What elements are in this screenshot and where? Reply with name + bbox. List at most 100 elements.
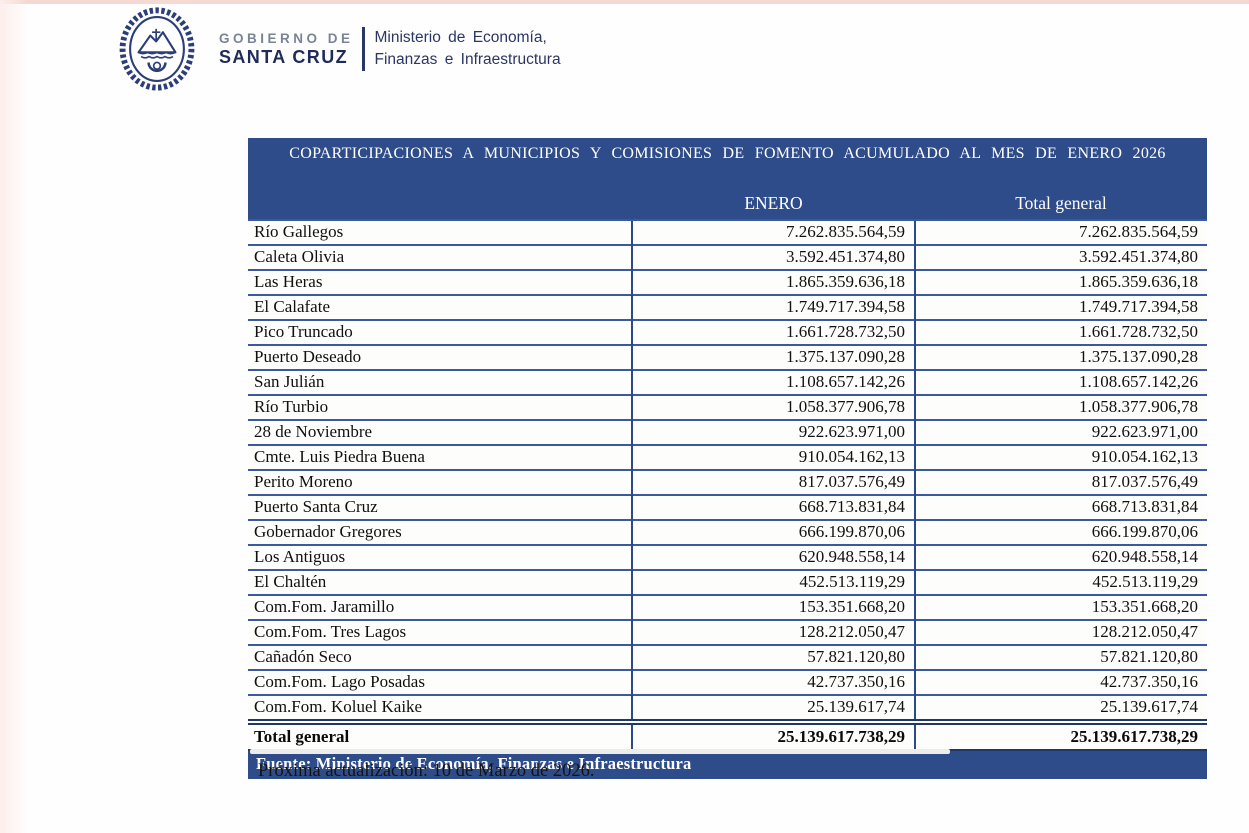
ministry-line-1: Ministerio de Economía, xyxy=(374,29,547,46)
table-row: San Julián 1.108.657.142,26 1.108.657.142,… xyxy=(248,369,1207,395)
table-row: Caleta Olivia 3.592.451.374,80 3.592.451.3… xyxy=(248,244,1207,270)
row-enero-value: 25.139.617,74 xyxy=(631,694,915,722)
table-title-row: COPARTICIPACIONES A MUNICIPIOS Y COMISIO… xyxy=(248,138,1207,176)
row-municipality-name: Cmte. Luis Piedra Buena xyxy=(248,444,632,470)
row-total-general-value: 1.108.657.142,26 xyxy=(914,369,1207,395)
table-row: Río Turbio 1.058.377.906,78 1.058.377.906,… xyxy=(248,394,1207,420)
row-total-general-value: 1.661.728.732,50 xyxy=(914,319,1207,345)
row-municipality-name: El Calafate xyxy=(248,294,632,320)
row-municipality-name: Puerto Santa Cruz xyxy=(248,494,632,520)
table-row: Com.Fom. Jaramillo 153.351.668,20 153.351.… xyxy=(248,594,1207,620)
row-enero-value: 620.948.558,14 xyxy=(631,544,915,570)
coparticipaciones-table: COPARTICIPACIONES A MUNICIPIOS Y COMISIO… xyxy=(248,138,1207,779)
row-enero-value: 1.749.717.394,58 xyxy=(631,294,915,320)
row-municipality-name: San Julián xyxy=(248,369,632,395)
row-total-general-value: 57.821.120,80 xyxy=(914,644,1207,670)
row-total-general-value: 1.865.359.636,18 xyxy=(914,269,1207,295)
row-enero-value: 128.212.050,47 xyxy=(631,619,915,645)
row-municipality-name: Gobernador Gregores xyxy=(248,519,632,545)
row-enero-value: 153.351.668,20 xyxy=(631,594,915,620)
row-enero-value: 1.058.377.906,78 xyxy=(631,394,915,420)
row-total-general-value: 1.375.137.090,28 xyxy=(914,344,1207,370)
table-row: Perito Moreno 817.037.576,49 817.037.576,4… xyxy=(248,469,1207,495)
table-row: El Calafate 1.749.717.394,58 1.749.717.394… xyxy=(248,294,1207,320)
row-enero-value: 910.054.162,13 xyxy=(631,444,915,470)
row-total-general-value: 25.139.617,74 xyxy=(914,694,1207,722)
table-row: Las Heras 1.865.359.636,18 1.865.359.636,1… xyxy=(248,269,1207,295)
total-row-enero-value: 25.139.617.738,29 xyxy=(631,719,915,750)
row-total-general-value: 1.058.377.906,78 xyxy=(914,394,1207,420)
table-title: COPARTICIPACIONES A MUNICIPIOS Y COMISIO… xyxy=(248,138,1207,176)
row-enero-value: 3.592.451.374,80 xyxy=(631,244,915,270)
table-column-header-row: ENERO Total general xyxy=(248,176,1207,220)
row-enero-value: 1.108.657.142,26 xyxy=(631,369,915,395)
row-total-general-value: 817.037.576,49 xyxy=(914,469,1207,495)
gobierno-de-label: GOBIERNO DE xyxy=(219,30,354,46)
table-row: Cmte. Luis Piedra Buena 910.054.162,13 910… xyxy=(248,444,1207,470)
total-row-total-value: 25.139.617.738,29 xyxy=(914,719,1207,750)
ministry-name: Ministerio de Economía, Finanzas e Infra… xyxy=(375,27,561,71)
row-total-general-value: 153.351.668,20 xyxy=(914,594,1207,620)
row-municipality-name: Cañadón Seco xyxy=(248,644,632,670)
government-name: GOBIERNO DE SANTA CRUZ xyxy=(219,31,354,68)
table-row: Puerto Deseado 1.375.137.090,28 1.375.137.… xyxy=(248,344,1207,370)
row-enero-value: 668.713.831,84 xyxy=(631,494,915,520)
row-total-general-value: 1.749.717.394,58 xyxy=(914,294,1207,320)
scan-top-edge xyxy=(0,0,1249,4)
table-row: Com.Fom. Lago Posadas 42.737.350,16 42.737… xyxy=(248,669,1207,695)
row-municipality-name: 28 de Noviembre xyxy=(248,419,632,445)
row-total-general-value: 668.713.831,84 xyxy=(914,494,1207,520)
row-total-general-value: 666.199.870,06 xyxy=(914,519,1207,545)
table-row: Río Gallegos 7.262.835.564,59 7.262.835.56… xyxy=(248,219,1207,245)
santa-cruz-coat-of-arms-icon xyxy=(119,7,195,91)
row-enero-value: 1.865.359.636,18 xyxy=(631,269,915,295)
row-total-general-value: 452.513.119,29 xyxy=(914,569,1207,595)
row-enero-value: 666.199.870,06 xyxy=(631,519,915,545)
column-header-municipality xyxy=(248,176,632,220)
row-municipality-name: Com.Fom. Koluel Kaike xyxy=(248,694,632,722)
row-total-general-value: 42.737.350,16 xyxy=(914,669,1207,695)
row-municipality-name: Río Turbio xyxy=(248,394,632,420)
row-total-general-value: 7.262.835.564,59 xyxy=(914,219,1207,245)
row-municipality-name: El Chaltén xyxy=(248,569,632,595)
row-total-general-value: 3.592.451.374,80 xyxy=(914,244,1207,270)
table-row: 28 de Noviembre 922.623.971,00 922.623.971… xyxy=(248,419,1207,445)
table-row: Pico Truncado 1.661.728.732,50 1.661.728.7… xyxy=(248,319,1207,345)
table-row: Gobernador Gregores 666.199.870,06 666.199… xyxy=(248,519,1207,545)
government-header: GOBIERNO DE SANTA CRUZ Ministerio de Eco… xyxy=(113,7,561,91)
row-enero-value: 452.513.119,29 xyxy=(631,569,915,595)
table-row: Com.Fom. Koluel Kaike 25.139.617,74 25.139… xyxy=(248,694,1207,722)
row-municipality-name: Los Antiguos xyxy=(248,544,632,570)
row-municipality-name: Pico Truncado xyxy=(248,319,632,345)
row-municipality-name: Com.Fom. Lago Posadas xyxy=(248,669,632,695)
row-total-general-value: 922.623.971,00 xyxy=(914,419,1207,445)
row-municipality-name: Com.Fom. Tres Lagos xyxy=(248,619,632,645)
table-row: Los Antiguos 620.948.558,14 620.948.558,14 xyxy=(248,544,1207,570)
ministry-line-2: Finanzas e Infraestructura xyxy=(374,51,561,68)
column-header-total-general: Total general xyxy=(915,176,1207,220)
row-municipality-name: Río Gallegos xyxy=(248,219,632,245)
row-municipality-name: Caleta Olivia xyxy=(248,244,632,270)
table-row: El Chaltén 452.513.119,29 452.513.119,29 xyxy=(248,569,1207,595)
scan-smudge xyxy=(250,749,950,754)
row-enero-value: 922.623.971,00 xyxy=(631,419,915,445)
total-row-label: Total general xyxy=(248,719,632,750)
row-enero-value: 1.661.728.732,50 xyxy=(631,319,915,345)
row-municipality-name: Com.Fom. Jaramillo xyxy=(248,594,632,620)
row-enero-value: 817.037.576,49 xyxy=(631,469,915,495)
row-total-general-value: 128.212.050,47 xyxy=(914,619,1207,645)
table-row: Puerto Santa Cruz 668.713.831,84 668.713.8… xyxy=(248,494,1207,520)
row-total-general-value: 620.948.558,14 xyxy=(914,544,1207,570)
row-enero-value: 57.821.120,80 xyxy=(631,644,915,670)
table-row: Cañadón Seco 57.821.120,80 57.821.120,80 xyxy=(248,644,1207,670)
row-municipality-name: Perito Moreno xyxy=(248,469,632,495)
santa-cruz-label: SANTA CRUZ xyxy=(219,46,348,67)
table-total-row: Total general 25.139.617.738,29 25.139.6… xyxy=(248,719,1207,750)
row-enero-value: 7.262.835.564,59 xyxy=(631,219,915,245)
table-row: Com.Fom. Tres Lagos 128.212.050,47 128.212… xyxy=(248,619,1207,645)
row-total-general-value: 910.054.162,13 xyxy=(914,444,1207,470)
header-divider xyxy=(361,27,365,71)
next-update-note: Próxima actualización: 10 de Marzo de 20… xyxy=(258,761,595,781)
row-municipality-name: Puerto Deseado xyxy=(248,344,632,370)
row-enero-value: 1.375.137.090,28 xyxy=(631,344,915,370)
